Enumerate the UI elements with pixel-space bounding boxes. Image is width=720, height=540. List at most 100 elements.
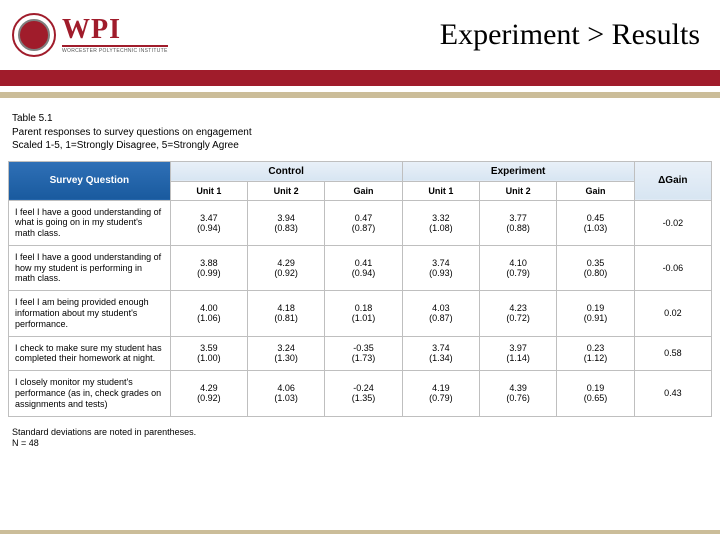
cell-sd: (0.79) xyxy=(483,268,553,278)
logo-text: WPI WORCESTER POLYTECHNIC INSTITUTE xyxy=(62,16,168,54)
dgain-cell: -0.02 xyxy=(634,200,711,245)
table-row: I closely monitor my student's performan… xyxy=(9,371,712,416)
data-cell: -0.35(1.73) xyxy=(325,336,402,371)
footnote-line: Standard deviations are noted in parenth… xyxy=(12,427,708,439)
slide: WPI WORCESTER POLYTECHNIC INSTITUTE Expe… xyxy=(0,0,720,540)
cell-mean: 3.97 xyxy=(483,343,553,353)
row-question: I feel I am being provided enough inform… xyxy=(9,291,171,336)
cell-mean: 3.47 xyxy=(174,213,244,223)
results-table: Survey Question Control Experiment ΔGain… xyxy=(8,161,712,417)
row-question: I feel I have a good understanding of wh… xyxy=(9,200,171,245)
cell-mean: 4.29 xyxy=(251,258,321,268)
cell-sd: (0.79) xyxy=(406,393,476,403)
data-cell: 3.77(0.88) xyxy=(480,200,557,245)
data-cell: 3.32(1.08) xyxy=(402,200,479,245)
cell-sd: (0.94) xyxy=(174,223,244,233)
data-cell: 4.29(0.92) xyxy=(170,371,247,416)
cell-sd: (0.92) xyxy=(174,393,244,403)
cell-mean: 3.88 xyxy=(174,258,244,268)
data-cell: 0.19(0.91) xyxy=(557,291,634,336)
cell-sd: (0.80) xyxy=(560,268,630,278)
cell-sd: (0.91) xyxy=(560,313,630,323)
col-unit1: Unit 1 xyxy=(402,181,479,200)
col-unit2: Unit 2 xyxy=(480,181,557,200)
table-caption: Table 5.1 Parent responses to survey que… xyxy=(0,98,720,161)
data-cell: -0.24(1.35) xyxy=(325,371,402,416)
data-cell: 3.97(1.14) xyxy=(480,336,557,371)
cell-sd: (1.00) xyxy=(174,353,244,363)
cell-sd: (1.03) xyxy=(251,393,321,403)
logo-seal-icon xyxy=(12,13,56,57)
data-cell: 4.03(0.87) xyxy=(402,291,479,336)
cell-mean: 4.23 xyxy=(483,303,553,313)
cell-mean: 3.32 xyxy=(406,213,476,223)
cell-mean: 0.19 xyxy=(560,303,630,313)
caption-line: Scaled 1-5, 1=Strongly Disagree, 5=Stron… xyxy=(12,139,708,153)
cell-mean: 0.18 xyxy=(328,303,398,313)
cell-mean: 0.41 xyxy=(328,258,398,268)
cell-mean: 3.74 xyxy=(406,258,476,268)
data-cell: 3.94(0.83) xyxy=(248,200,325,245)
cell-mean: 4.00 xyxy=(174,303,244,313)
caption-line: Parent responses to survey questions on … xyxy=(12,126,708,140)
table-row: I feel I have a good understanding of wh… xyxy=(9,200,712,245)
cell-sd: (0.94) xyxy=(328,268,398,278)
cell-sd: (1.08) xyxy=(406,223,476,233)
col-survey-question: Survey Question xyxy=(9,161,171,200)
cell-mean: 0.19 xyxy=(560,383,630,393)
row-question: I closely monitor my student's performan… xyxy=(9,371,171,416)
logo-main: WPI xyxy=(62,16,168,47)
data-cell: 0.47(0.87) xyxy=(325,200,402,245)
data-cell: 4.10(0.79) xyxy=(480,245,557,290)
table-row: I feel I am being provided enough inform… xyxy=(9,291,712,336)
col-group-control: Control xyxy=(170,161,402,181)
data-cell: 3.74(1.34) xyxy=(402,336,479,371)
data-cell: 0.19(0.65) xyxy=(557,371,634,416)
cell-sd: (1.12) xyxy=(560,353,630,363)
cell-mean: -0.24 xyxy=(328,383,398,393)
table-row: I check to make sure my student has comp… xyxy=(9,336,712,371)
data-cell: 4.00(1.06) xyxy=(170,291,247,336)
footnote-line: N = 48 xyxy=(12,438,708,450)
dgain-cell: 0.02 xyxy=(634,291,711,336)
cell-mean: 4.06 xyxy=(251,383,321,393)
data-cell: 3.24(1.30) xyxy=(248,336,325,371)
data-cell: 4.19(0.79) xyxy=(402,371,479,416)
cell-mean: 4.03 xyxy=(406,303,476,313)
data-cell: 0.18(1.01) xyxy=(325,291,402,336)
cell-mean: 3.24 xyxy=(251,343,321,353)
cell-sd: (0.93) xyxy=(406,268,476,278)
cell-mean: 4.19 xyxy=(406,383,476,393)
data-cell: 0.45(1.03) xyxy=(557,200,634,245)
cell-mean: 4.29 xyxy=(174,383,244,393)
cell-sd: (0.76) xyxy=(483,393,553,403)
data-cell: 4.29(0.92) xyxy=(248,245,325,290)
cell-sd: (0.99) xyxy=(174,268,244,278)
logo-subtext: WORCESTER POLYTECHNIC INSTITUTE xyxy=(62,48,168,54)
caption-line: Table 5.1 xyxy=(12,112,708,126)
table-wrap: Survey Question Control Experiment ΔGain… xyxy=(0,161,720,417)
page-title: Experiment > Results xyxy=(440,18,700,52)
col-gain: Gain xyxy=(325,181,402,200)
cell-sd: (0.87) xyxy=(406,313,476,323)
col-unit1: Unit 1 xyxy=(170,181,247,200)
cell-sd: (1.34) xyxy=(406,353,476,363)
cell-sd: (0.65) xyxy=(560,393,630,403)
cell-mean: 4.10 xyxy=(483,258,553,268)
data-cell: 3.59(1.00) xyxy=(170,336,247,371)
cell-sd: (0.87) xyxy=(328,223,398,233)
col-unit2: Unit 2 xyxy=(248,181,325,200)
row-question: I check to make sure my student has comp… xyxy=(9,336,171,371)
rule-dark xyxy=(0,70,720,86)
logo: WPI WORCESTER POLYTECHNIC INSTITUTE xyxy=(12,13,168,57)
data-cell: 4.06(1.03) xyxy=(248,371,325,416)
col-group-experiment: Experiment xyxy=(402,161,634,181)
cell-sd: (1.03) xyxy=(560,223,630,233)
cell-mean: 3.77 xyxy=(483,213,553,223)
col-gain: Gain xyxy=(557,181,634,200)
data-cell: 4.23(0.72) xyxy=(480,291,557,336)
data-cell: 0.23(1.12) xyxy=(557,336,634,371)
cell-mean: 3.74 xyxy=(406,343,476,353)
table-row: I feel I have a good understanding of ho… xyxy=(9,245,712,290)
dgain-cell: 0.43 xyxy=(634,371,711,416)
